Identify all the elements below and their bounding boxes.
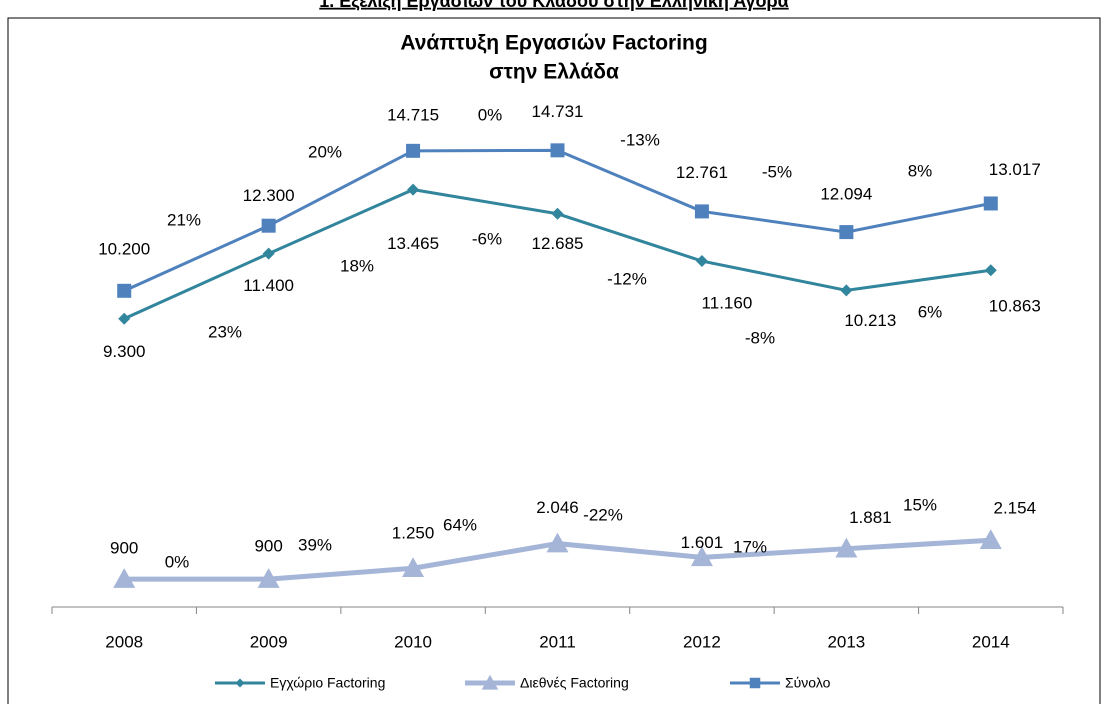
x-tick-label: 2012 (683, 632, 721, 651)
x-tick-label: 2011 (539, 632, 576, 651)
data-label: 13.465 (387, 234, 439, 253)
data-label: 14.731 (532, 102, 584, 121)
marker (257, 568, 280, 588)
marker (983, 196, 998, 211)
change-label: 23% (208, 322, 242, 341)
change-label: 21% (167, 210, 201, 229)
marker (546, 532, 569, 553)
change-label: 64% (443, 515, 477, 534)
marker (261, 218, 276, 233)
marker (113, 568, 136, 588)
data-label: 900 (110, 539, 138, 558)
data-label: 1.601 (681, 533, 724, 552)
change-label: -12% (607, 269, 647, 288)
change-label: 8% (908, 161, 933, 180)
data-label: 1.250 (392, 524, 435, 543)
marker (840, 284, 853, 297)
marker (407, 183, 420, 196)
marker (979, 529, 1002, 550)
chart-frame (7, 17, 1101, 704)
marker (835, 537, 858, 558)
marker (550, 143, 565, 158)
data-label: 9.300 (103, 342, 146, 361)
change-label: -6% (472, 229, 502, 248)
marker (695, 255, 708, 268)
change-label: -8% (745, 328, 775, 347)
data-label: 12.761 (676, 163, 728, 182)
change-label: 18% (340, 256, 374, 275)
change-label: -5% (762, 162, 792, 181)
data-label: 2.154 (994, 499, 1037, 518)
data-label: 1.881 (849, 508, 892, 527)
data-label: 2.046 (536, 498, 579, 517)
data-label: 11.160 (702, 294, 753, 313)
change-label: 0% (165, 552, 190, 571)
marker (690, 546, 713, 567)
data-label: 10.200 (98, 239, 150, 258)
x-tick-label: 2013 (827, 632, 865, 651)
data-label: 14.715 (387, 105, 439, 124)
change-label: 6% (918, 302, 943, 321)
chart-title: Ανάπτυξη Εργασιών Factoring (400, 32, 707, 55)
data-label: 11.400 (243, 276, 294, 295)
marker (984, 264, 997, 277)
legend-label: Εγχώριο Factoring (270, 675, 385, 691)
legend-label: Διεθνές Factoring (520, 675, 629, 691)
x-tick-label: 2014 (972, 632, 1010, 651)
marker (406, 143, 421, 158)
marker (694, 204, 709, 219)
x-tick-label: 2009 (250, 632, 288, 651)
marker (235, 678, 245, 688)
marker (481, 674, 499, 690)
change-label: 0% (478, 105, 503, 124)
series-line (123, 148, 992, 293)
change-label: -22% (583, 505, 623, 524)
chart-title: στην Ελλάδα (489, 61, 619, 84)
data-label: 12.685 (532, 234, 584, 253)
data-label: 12.300 (243, 186, 295, 205)
legend-label: Σύνολο (785, 675, 831, 691)
page-header: 1. Εξέλιξη Εργασιών του Κλάδου στην Ελλη… (319, 0, 788, 12)
marker (117, 283, 132, 298)
marker (551, 207, 564, 220)
data-label: 13.017 (989, 160, 1041, 179)
marker (839, 225, 854, 240)
data-label: 10.863 (989, 297, 1041, 316)
change-label: 17% (733, 537, 767, 556)
change-label: 15% (903, 495, 937, 514)
x-tick-label: 2008 (105, 632, 143, 651)
data-label: 12.094 (820, 185, 872, 204)
marker (402, 557, 425, 578)
x-tick-label: 2010 (394, 632, 432, 651)
change-label: 20% (308, 142, 342, 161)
data-label: 900 (254, 537, 282, 556)
marker (118, 312, 131, 325)
data-label: 10.213 (844, 311, 896, 330)
change-label: 39% (298, 535, 332, 554)
marker (749, 677, 761, 689)
change-label: -13% (620, 130, 660, 149)
marker (262, 247, 275, 260)
